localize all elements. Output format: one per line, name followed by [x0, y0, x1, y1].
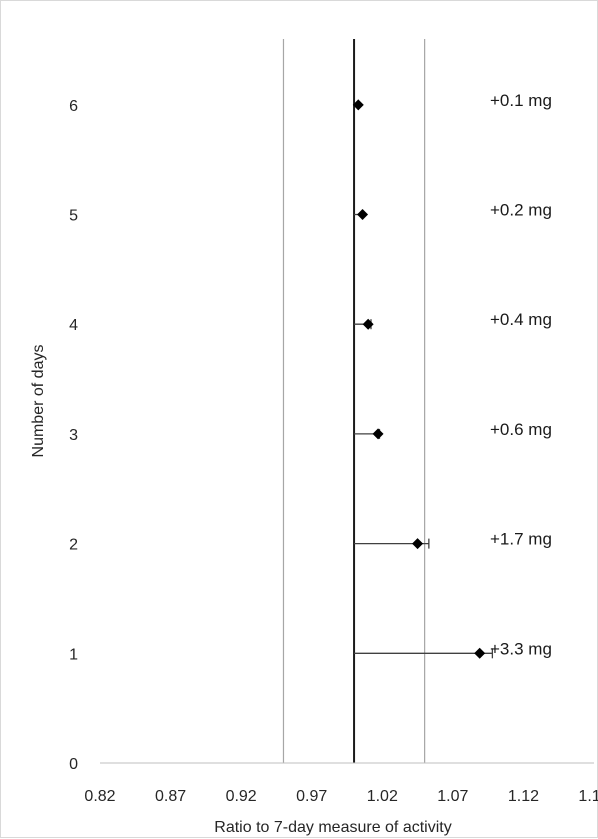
- y-tick-label-1: 1: [69, 646, 78, 663]
- y-tick-label-2: 2: [69, 537, 78, 554]
- annotation-2: +0.4 mg: [490, 310, 552, 329]
- data-point-2: [362, 318, 374, 330]
- data-point-5: [474, 647, 486, 659]
- x-tick-label-6: 1.12: [508, 788, 539, 805]
- y-axis-title: Number of days: [30, 345, 47, 458]
- annotation-3: +0.6 mg: [490, 420, 552, 439]
- data-point-0: [352, 99, 364, 111]
- y-tick-label-4: 4: [69, 317, 78, 334]
- annotation-4: +1.7 mg: [490, 530, 552, 549]
- data-point-1: [357, 209, 369, 221]
- x-tick-label-5: 1.07: [437, 788, 468, 805]
- x-tick-label-0: 0.82: [84, 788, 115, 805]
- x-tick-label-2: 0.92: [226, 788, 257, 805]
- x-tick-label-3: 0.97: [296, 788, 327, 805]
- y-tick-label-0: 0: [69, 756, 78, 773]
- annotation-5: +3.3 mg: [490, 639, 552, 658]
- y-tick-label-3: 3: [69, 427, 78, 444]
- error-bars: [354, 99, 494, 659]
- y-tick-labels: 0 1 2 3 4 5 6: [69, 98, 78, 773]
- y-tick-label-5: 5: [69, 208, 78, 225]
- y-tick-label-6: 6: [69, 98, 78, 115]
- data-point-4: [412, 538, 424, 550]
- x-tick-label-4: 1.02: [367, 788, 398, 805]
- x-axis-title: Ratio to 7-day measure of activity: [214, 819, 451, 836]
- annotation-0: +0.1 mg: [490, 91, 552, 110]
- x-tick-label-7: 1.17: [578, 788, 598, 805]
- data-points: [352, 99, 486, 659]
- annotations: +0.1 mg +0.2 mg +0.4 mg +0.6 mg +1.7 mg +3.3 …: [490, 91, 552, 658]
- annotation-1: +0.2 mg: [490, 201, 552, 220]
- x-tick-labels: 0.82 0.87 0.92 0.97 1.02 1.07 1.12 1.17: [84, 788, 598, 805]
- x-tick-label-1: 0.87: [155, 788, 186, 805]
- data-point-3: [372, 428, 384, 440]
- reference-lines: [282, 39, 426, 763]
